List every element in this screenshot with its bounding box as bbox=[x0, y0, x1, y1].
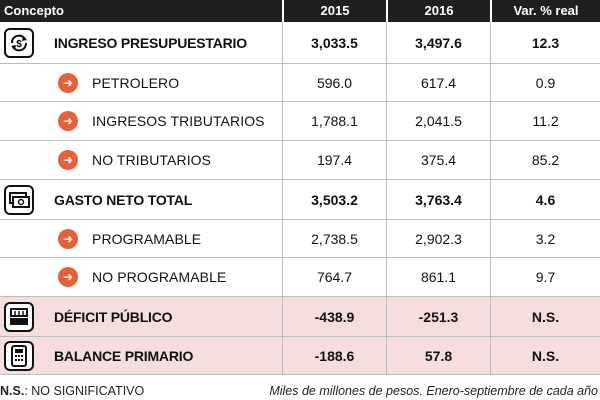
cash-register-icon bbox=[4, 301, 34, 332]
cell-var: 12.3 bbox=[490, 22, 600, 63]
cell-2016: -251.3 bbox=[386, 297, 490, 336]
row-label: BALANCE PRIMARIO bbox=[54, 347, 194, 364]
table-row-no-tributarios: ➔ NO TRIBUTARIOS 197.4 375.4 85.2 bbox=[0, 141, 600, 180]
cell-var: N.S. bbox=[490, 337, 600, 374]
cell-2015: 3,503.2 bbox=[282, 180, 386, 219]
cell-var: 0.9 bbox=[490, 64, 600, 101]
cell-2016: 57.8 bbox=[386, 337, 490, 374]
header-2016: 2016 bbox=[386, 0, 490, 22]
cell-2016: 617.4 bbox=[386, 64, 490, 101]
table-row-no-programable: ➔ NO PROGRAMABLE 764.7 861.1 9.7 bbox=[0, 258, 600, 297]
footnote: N.S.: NO SIGNIFICATIVO bbox=[0, 384, 144, 398]
table-row-gasto: GASTO NETO TOTAL 3,503.2 3,763.4 4.6 bbox=[0, 180, 600, 220]
cell-2016: 375.4 bbox=[386, 141, 490, 179]
cell-var: 11.2 bbox=[490, 102, 600, 140]
cell-2016: 2,041.5 bbox=[386, 102, 490, 140]
cell-2015: -188.6 bbox=[282, 337, 386, 374]
row-label: INGRESO PRESUPUESTARIO bbox=[54, 34, 247, 51]
row-label: PROGRAMABLE bbox=[92, 230, 202, 247]
table-footer: N.S.: NO SIGNIFICATIVO Miles de millones… bbox=[0, 380, 600, 400]
budget-table: Concepto 2015 2016 Var. % real $ INGRESO… bbox=[0, 0, 600, 375]
header-2015: 2015 bbox=[282, 0, 386, 22]
row-label: NO TRIBUTARIOS bbox=[92, 152, 212, 168]
cell-2015: 1,788.1 bbox=[282, 102, 386, 140]
cell-2016: 2,902.3 bbox=[386, 220, 490, 257]
cell-var: N.S. bbox=[490, 297, 600, 336]
cell-var: 3.2 bbox=[490, 220, 600, 257]
footnote-text: : NO SIGNIFICATIVO bbox=[24, 384, 145, 398]
source-note: Miles de millones de pesos. Enero-septie… bbox=[269, 384, 598, 398]
cell-2015: 197.4 bbox=[282, 141, 386, 179]
cell-var: 9.7 bbox=[490, 258, 600, 296]
arrow-right-icon: ➔ bbox=[58, 111, 78, 131]
header-var: Var. % real bbox=[490, 0, 600, 22]
cell-2016: 861.1 bbox=[386, 258, 490, 296]
table-row-petrolero: ➔ PETROLERO 596.0 617.4 0.9 bbox=[0, 64, 600, 102]
row-label: NO PROGRAMABLE bbox=[92, 269, 227, 285]
svg-text:$: $ bbox=[16, 39, 22, 50]
table-row-ingreso: $ INGRESO PRESUPUESTARIO 3,033.5 3,497.6… bbox=[0, 22, 600, 64]
cell-2015: 764.7 bbox=[282, 258, 386, 296]
table-header: Concepto 2015 2016 Var. % real bbox=[0, 0, 600, 22]
cell-2015: 2,738.5 bbox=[282, 220, 386, 257]
cell-2015: -438.9 bbox=[282, 297, 386, 336]
row-label: GASTO NETO TOTAL bbox=[54, 191, 193, 208]
row-label: PETROLERO bbox=[92, 74, 180, 91]
arrow-right-icon: ➔ bbox=[58, 267, 78, 287]
arrow-right-icon: ➔ bbox=[58, 228, 78, 249]
table-row-deficit: DÉFICIT PÚBLICO -438.9 -251.3 N.S. bbox=[0, 297, 600, 337]
arrow-right-icon: ➔ bbox=[58, 150, 78, 170]
header-concepto: Concepto bbox=[4, 3, 64, 18]
dollar-cycle-icon: $ bbox=[4, 27, 34, 58]
table-row-tributarios: ➔ INGRESOS TRIBUTARIOS 1,788.1 2,041.5 1… bbox=[0, 102, 600, 141]
cell-2016: 3,763.4 bbox=[386, 180, 490, 219]
cell-2016: 3,497.6 bbox=[386, 22, 490, 63]
table-row-programable: ➔ PROGRAMABLE 2,738.5 2,902.3 3.2 bbox=[0, 220, 600, 258]
table-row-balance: BALANCE PRIMARIO -188.6 57.8 N.S. bbox=[0, 337, 600, 375]
money-bills-icon bbox=[4, 184, 34, 215]
row-label: INGRESOS TRIBUTARIOS bbox=[92, 113, 265, 129]
row-label: DÉFICIT PÚBLICO bbox=[54, 308, 173, 325]
cell-2015: 3,033.5 bbox=[282, 22, 386, 63]
cell-var: 4.6 bbox=[490, 180, 600, 219]
arrow-right-icon: ➔ bbox=[58, 72, 78, 93]
calculator-icon bbox=[4, 340, 34, 371]
cell-2015: 596.0 bbox=[282, 64, 386, 101]
footnote-abbr: N.S. bbox=[0, 384, 25, 398]
cell-var: 85.2 bbox=[490, 141, 600, 179]
